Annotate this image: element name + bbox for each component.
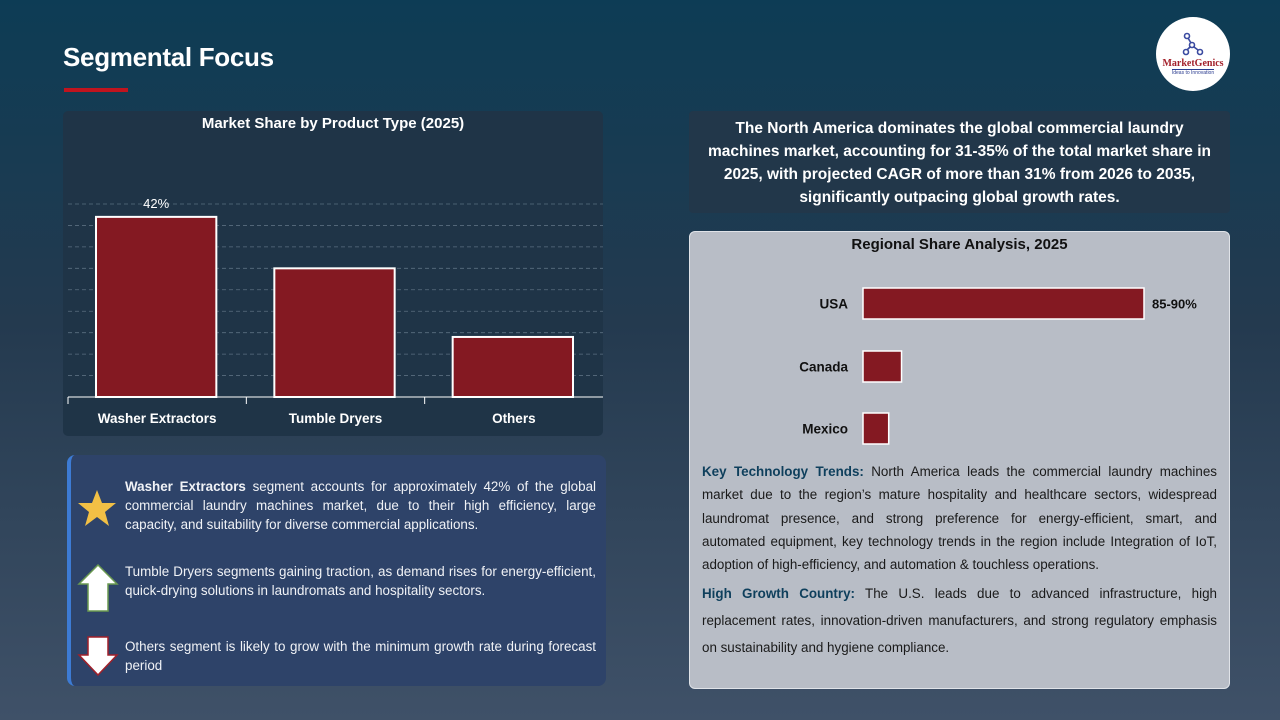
x-tick-label: Others — [492, 411, 536, 426]
north-america-highlight: The North America dominates the global c… — [689, 111, 1230, 213]
regional-share-panel: Regional Share Analysis, 2025 USA 85-90% C… — [689, 231, 1230, 689]
segment-item: Washer Extractors segment accounts for a… — [125, 477, 596, 534]
chart-title: Regional Share Analysis, 2025 — [851, 236, 1068, 253]
title-underline — [64, 88, 128, 92]
bar — [862, 412, 890, 445]
bar — [451, 335, 574, 398]
x-tick-label: Tumble Dryers — [289, 411, 383, 426]
segment-text: segment accounts for approximately 42% o… — [125, 479, 596, 532]
product-type-chart-panel: Market Share by Product Type (2025) 42% W… — [63, 111, 603, 436]
data-label: 85-90% — [1152, 297, 1197, 312]
segment-bold: Washer Extractors — [125, 479, 246, 494]
y-tick-label: Canada — [799, 360, 848, 375]
regional-text: Key Technology Trends: North America lea… — [702, 460, 1217, 661]
star-icon — [77, 488, 117, 533]
logo-tagline: Ideas to Innovation — [1171, 69, 1215, 76]
network-icon — [1182, 32, 1204, 56]
trends-text: North America leads the commercial laund… — [702, 464, 1218, 573]
bar — [862, 350, 903, 383]
segment-item: Tumble Dryers segments gaining traction,… — [125, 562, 596, 600]
product-type-bar-chart: 42% Washer Extractors Tumble Dryers Others — [67, 196, 603, 426]
y-tick-label: USA — [819, 297, 848, 312]
company-logo: MarketGenics Ideas to Innovation — [1156, 17, 1230, 91]
segment-insights-panel: Washer Extractors segment accounts for a… — [67, 455, 606, 686]
growth-label: High Growth Country: — [702, 586, 855, 602]
arrow-up-icon — [77, 563, 119, 618]
data-label: 42% — [143, 196, 169, 211]
bar — [95, 215, 218, 398]
growth-text: The U.S. leads due to advanced infrastru… — [702, 586, 1217, 656]
arrow-down-icon — [77, 635, 119, 682]
page-title: Segmental Focus — [63, 42, 274, 72]
x-tick-label: Washer Extractors — [98, 411, 217, 426]
logo-name: MarketGenics — [1162, 58, 1224, 69]
segment-text: Others segment is likely to grow with th… — [125, 639, 596, 673]
bar — [273, 267, 396, 398]
chart-title: Market Share by Product Type (2025) — [201, 115, 465, 132]
bar — [862, 287, 1145, 320]
y-tick-label: Mexico — [802, 422, 848, 437]
segment-text: Tumble Dryers segments gaining traction,… — [125, 564, 596, 598]
regional-bar-chart: USA 85-90% Canada Mexico — [799, 287, 1197, 445]
trends-label: Key Technology Trends: — [702, 464, 864, 479]
segment-item: Others segment is likely to grow with th… — [125, 637, 596, 675]
